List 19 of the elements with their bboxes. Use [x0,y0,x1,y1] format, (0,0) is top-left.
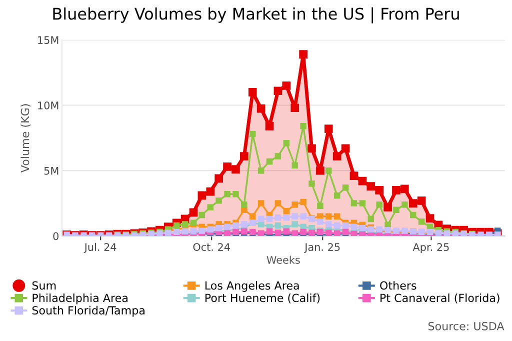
y-tick-label: 0 [53,232,58,240]
legend-label: Los Angeles Area [205,281,299,292]
y-tick-label: 5M [44,166,58,175]
x-tick-label: Jul. 24 [84,242,116,253]
x-tick-label: Oct. 24 [193,243,230,251]
legend-label: Philadelphia Area [32,294,128,304]
y-axis-title: Volume (KG) [20,104,31,173]
source-note: Source: USDA [428,322,504,330]
y-tick-label: 10M [38,101,58,110]
y-tick-label: 15M [38,36,58,44]
legend-label: Pt Canaveral (Florida) [380,294,500,304]
x-tick-label: Jan. 25 [304,243,340,253]
legend-label: Port Hueneme (Calif) [205,294,320,304]
legend-label: Others [380,281,416,290]
x-tick-label: Apr. 25 [412,243,449,253]
chart-title: Blueberry Volumes by Market in the US | From Peru [53,7,459,24]
legend-label: Sum [32,281,56,290]
legend-label: South Florida/Tampa [32,306,144,317]
x-axis-title: Weeks [266,256,300,264]
